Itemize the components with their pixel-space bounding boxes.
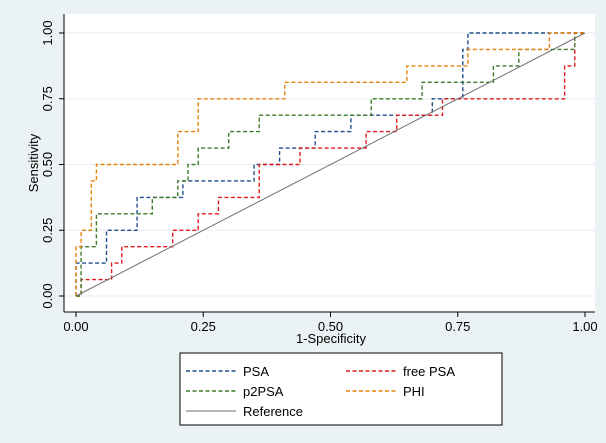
plot-area bbox=[64, 14, 595, 312]
x-axis-title: 1-Specificity bbox=[296, 331, 367, 346]
x-tick-label: 0.50 bbox=[318, 319, 343, 334]
legend-label: p2PSA bbox=[243, 384, 284, 399]
y-tick-label: 0.50 bbox=[40, 152, 55, 177]
y-tick-label: 0.00 bbox=[40, 283, 55, 308]
series-line-free-psa bbox=[76, 32, 585, 297]
series-line-phi bbox=[75, 32, 585, 296]
legend-label: free PSA bbox=[403, 364, 455, 379]
x-tick-label: 0.00 bbox=[63, 319, 88, 334]
legend-label: PSA bbox=[243, 364, 269, 379]
x-tick-label: 1.00 bbox=[572, 319, 597, 334]
x-tick-label: 0.75 bbox=[445, 319, 470, 334]
y-tick-label: 0.25 bbox=[40, 218, 55, 243]
x-tick-label: 0.25 bbox=[191, 319, 216, 334]
series-line-reference bbox=[75, 32, 586, 297]
y-axis-title: Sensitivity bbox=[26, 133, 41, 192]
legend-label: Reference bbox=[243, 404, 303, 419]
legend-box bbox=[179, 352, 503, 426]
series-lines bbox=[75, 32, 586, 297]
axes: 0.00 0.25 0.50 0.75 1.00 0.00 0.25 0.50 0.75 1.00 bbox=[40, 14, 598, 334]
series-line-psa bbox=[75, 32, 585, 296]
y-tick-label: 1.00 bbox=[40, 20, 55, 45]
series-line-p2psa bbox=[76, 32, 585, 297]
legend-label: PHI bbox=[403, 384, 425, 399]
legend: PSA free PSA p2PSA PHI Reference bbox=[179, 352, 503, 426]
y-tick-label: 0.75 bbox=[40, 86, 55, 111]
